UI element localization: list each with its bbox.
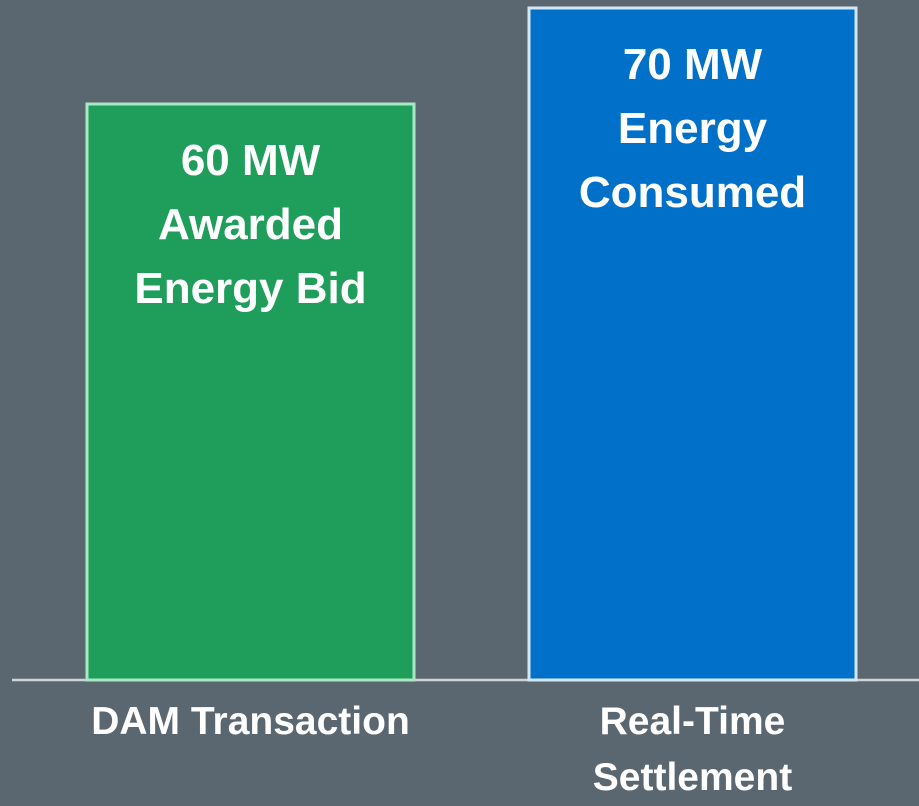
bar-description: Awarded Energy Bid: [134, 200, 367, 313]
bar-description: Energy Consumed: [578, 104, 807, 217]
bar-label: 70 MW Energy Consumed: [529, 33, 856, 225]
bar: [527, 6, 858, 682]
value-label: 70 MW: [622, 40, 763, 89]
x-tick-label: Real-Time Settlement: [592, 700, 793, 799]
bar: [85, 102, 416, 682]
value-label: 60 MW: [180, 136, 321, 185]
bar-label: 60 MW Awarded Energy Bid: [87, 129, 414, 321]
x-tick-label: DAM Transaction: [91, 700, 410, 743]
